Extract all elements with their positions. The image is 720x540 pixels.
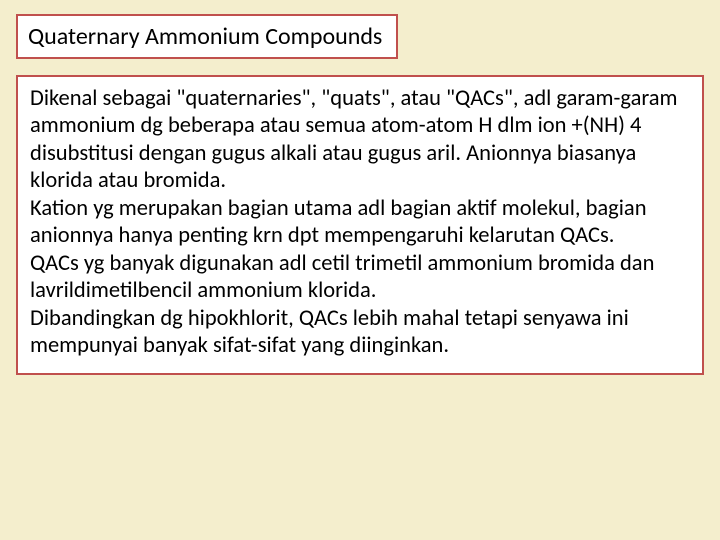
body-paragraph-3: QACs yg banyak digunakan adl cetil trime…	[30, 250, 690, 305]
body-paragraph-1: Dikenal sebagai "quaternaries", "quats",…	[30, 85, 690, 195]
slide-title: Quaternary Ammonium Compounds	[28, 22, 382, 51]
body-box: Dikenal sebagai "quaternaries", "quats",…	[16, 75, 704, 375]
body-paragraph-4: Dibandingkan dg hipokhlorit, QACs lebih …	[30, 305, 690, 360]
body-paragraph-2: Kation yg merupakan bagian utama adl bag…	[30, 195, 690, 250]
title-box: Quaternary Ammonium Compounds	[16, 14, 398, 59]
